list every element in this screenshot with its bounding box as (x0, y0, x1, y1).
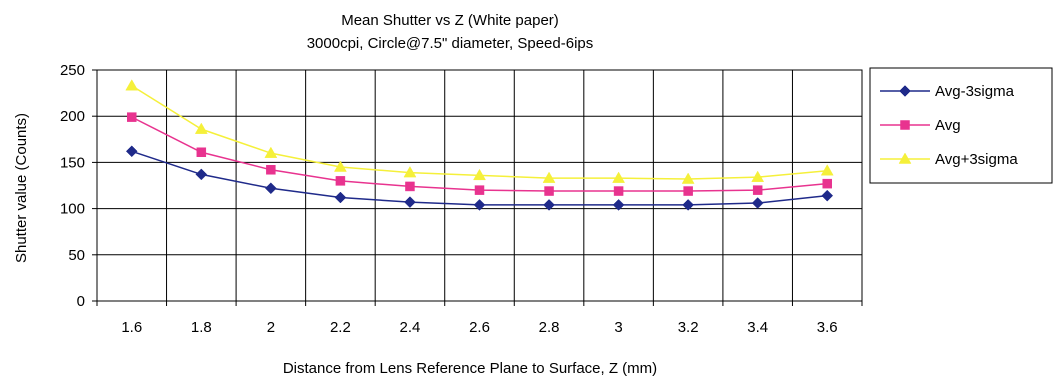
data-point (264, 146, 278, 158)
y-tick-label: 250 (60, 62, 85, 79)
x-tick-label: 1.8 (191, 319, 212, 336)
data-point (543, 199, 555, 211)
data-point (334, 191, 347, 204)
data-point (820, 164, 834, 176)
data-point (194, 122, 208, 134)
x-tick-label: 3.4 (747, 319, 768, 336)
data-point (265, 182, 277, 195)
data-point (751, 197, 764, 209)
data-point (822, 178, 832, 189)
x-tick-label: 3.2 (678, 319, 699, 336)
y-tick-label: 50 (68, 247, 85, 264)
data-point (404, 196, 416, 208)
y-axis-title: Shutter value (Counts) (13, 113, 30, 263)
data-point (125, 145, 138, 158)
data-point (403, 166, 417, 178)
y-tick-label: 150 (60, 154, 85, 171)
x-tick-label: 2.6 (469, 319, 490, 336)
legend-label: Avg-3sigma (935, 83, 1015, 100)
data-point (473, 168, 486, 181)
chart-title: Mean Shutter vs Z (White paper) (341, 12, 559, 29)
data-point (751, 170, 765, 182)
data-point (683, 186, 693, 196)
data-point (127, 112, 137, 122)
plot-frame (96, 69, 863, 302)
data-point (333, 160, 347, 172)
y-tick-label: 0 (77, 293, 85, 310)
data-point (612, 199, 625, 211)
x-tick-label: 3 (614, 319, 622, 336)
data-point (682, 199, 694, 211)
data-point (405, 181, 415, 192)
x-tick-label: 1.6 (121, 319, 142, 336)
data-point (544, 186, 554, 196)
data-point (681, 172, 695, 184)
legend-swatch-marker (898, 152, 912, 164)
y-tick-label: 100 (60, 201, 85, 218)
chart-subtitle: 3000cpi, Circle@7.5" diameter, Speed-6ip… (307, 35, 594, 52)
data-point (752, 185, 763, 195)
data-point (474, 185, 485, 195)
data-point (613, 186, 624, 196)
legend-swatch-marker (899, 85, 911, 97)
legend-swatch-marker (900, 120, 910, 130)
x-tick-label: 2.8 (539, 319, 560, 336)
data-point (335, 176, 346, 186)
data-point (125, 79, 139, 91)
data-point (195, 168, 208, 181)
data-point (612, 171, 626, 183)
y-tick-label: 200 (60, 108, 85, 125)
x-tick-label: 2.4 (400, 319, 421, 336)
legend-label: Avg (935, 117, 961, 134)
data-point (266, 165, 276, 175)
data-point (821, 189, 834, 202)
x-tick-label: 3.6 (817, 319, 838, 336)
legend-label: Avg+3sigma (935, 151, 1018, 168)
x-tick-label: 2 (267, 319, 275, 336)
data-point (473, 199, 486, 211)
data-point (542, 171, 556, 183)
x-tick-label: 2.2 (330, 319, 351, 336)
x-axis-title: Distance from Lens Reference Plane to Su… (283, 360, 657, 377)
data-point (196, 147, 207, 157)
